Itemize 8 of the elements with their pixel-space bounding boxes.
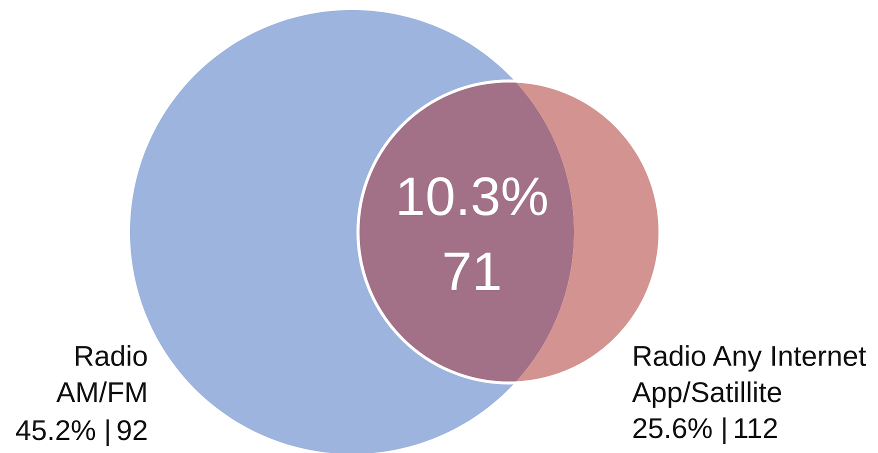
text: 71 [444,252,500,290]
data-label: 92 [118,420,147,440]
text: 10.3% [399,177,547,216]
category-label: Radio AM/FM [56,345,147,402]
data-label: 25.6% | [633,417,726,444]
data-label: 45.2% | [16,419,109,446]
data-label: 112 [735,418,777,438]
category-label: Radio Any Internet App/Satillite [632,345,866,408]
